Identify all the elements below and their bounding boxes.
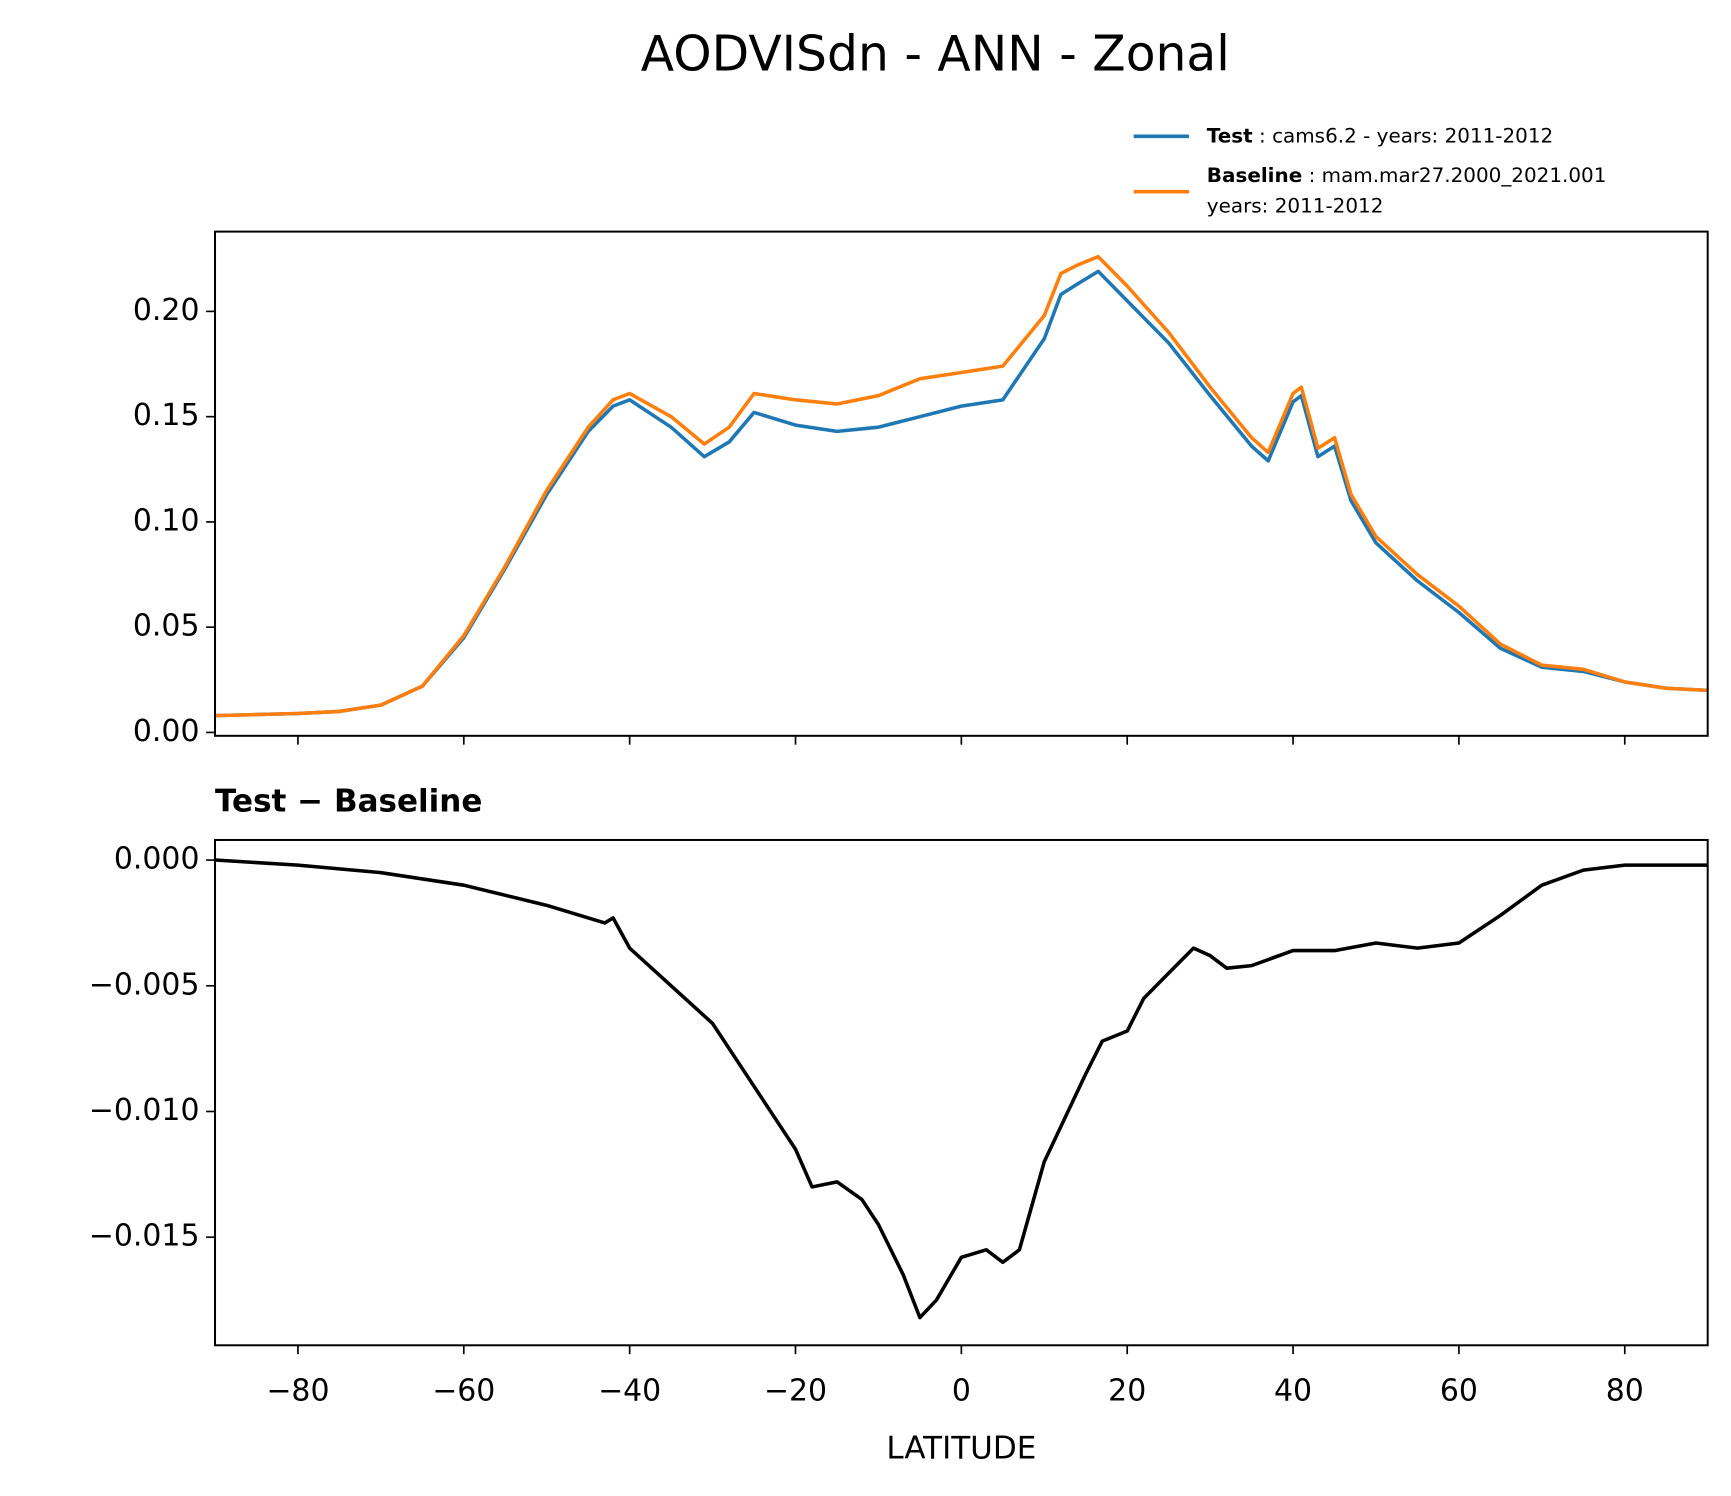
x-tick-label: −20 [764,1373,827,1408]
y-tick-label: 0.10 [133,503,200,538]
legend-description: cams6.2 - years: 2011-2012 [1272,123,1553,147]
legend-description: years: 2011-2012 [1207,194,1384,218]
axes-frame [214,230,1709,737]
subplot-title: Test − Baseline [215,783,482,819]
legend-separator: : [1302,163,1321,187]
legend-label: Test : cams6.2 - years: 2011-2012 [1207,123,1553,147]
chart-title: AODVISdn - ANN - Zonal [641,27,1230,83]
x-tick-label: 20 [1108,1373,1146,1408]
y-tick-label: 0.000 [114,842,200,877]
x-tick-label: 40 [1274,1373,1312,1408]
x-tick-label: −40 [598,1373,661,1408]
legend-name: Test [1207,123,1253,147]
x-tick-label: 60 [1440,1373,1478,1408]
y-tick-label: −0.015 [89,1219,200,1254]
legend-description: mam.mar27.2000_2021.001 [1322,163,1607,187]
data-line [215,269,1708,718]
y-tick-label: 0.05 [133,609,200,644]
x-tick-label: 80 [1606,1373,1644,1408]
legend-separator: : [1253,123,1272,147]
x-axis-label: LATITUDE [886,1430,1036,1466]
axes-frame [214,838,1709,1347]
y-tick-label: 0.00 [133,714,200,749]
y-tick-label: −0.010 [89,1093,200,1128]
y-tick-label: −0.005 [89,967,200,1002]
y-tick-label: 0.15 [133,398,200,433]
x-tick-label: −60 [432,1373,495,1408]
data-line [215,858,1708,1320]
x-tick-label: 0 [952,1373,971,1408]
y-tick-label: 0.20 [133,293,200,328]
x-tick-label: −80 [266,1373,329,1408]
legend-name: Baseline [1207,163,1302,187]
legend-label: Baseline : mam.mar27.2000_2021.001 [1207,163,1607,187]
data-line [215,254,1708,718]
